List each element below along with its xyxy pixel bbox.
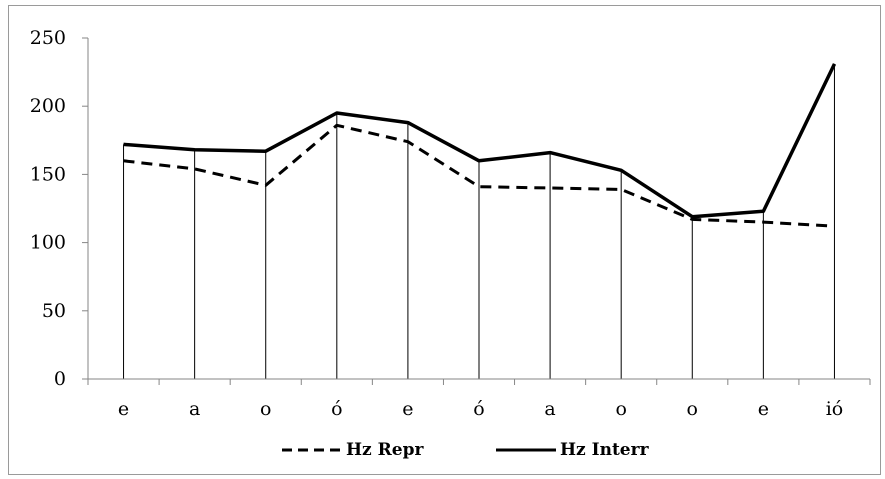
x-tick-label: ó — [473, 398, 484, 420]
legend-label: Hz Interr — [560, 440, 650, 460]
series-line-hz-repr — [123, 123, 835, 228]
y-tick-label: 100 — [30, 232, 66, 254]
y-tick-label: 0 — [54, 368, 66, 390]
y-tick-label: 250 — [30, 27, 66, 49]
legend: Hz Repr Hz Interr — [282, 440, 650, 460]
y-tick-label: 50 — [42, 300, 66, 322]
x-tick-label: a — [189, 398, 200, 420]
y-axis-ticks: 0 50 100 150 200 250 — [30, 27, 88, 390]
x-tick-label: o — [687, 398, 698, 420]
drop-lines — [123, 63, 835, 379]
y-tick-label: 150 — [30, 163, 66, 185]
chart-frame — [8, 5, 881, 475]
x-tick-label: o — [260, 398, 271, 420]
series-group — [123, 63, 837, 228]
x-tick-label: ió — [826, 398, 844, 420]
axes — [87, 38, 870, 380]
x-tick-label: e — [118, 398, 129, 420]
y-tick-label: 200 — [30, 95, 66, 117]
x-tick-label: o — [615, 398, 626, 420]
x-tick-label: a — [544, 398, 555, 420]
x-axis-ticks: e a o ó e ó a o o e ió — [87, 379, 871, 420]
x-tick-label: e — [402, 398, 413, 420]
series-line-hz-interr — [123, 63, 837, 219]
x-tick-label: ó — [331, 398, 342, 420]
x-tick-label: e — [758, 398, 769, 420]
legend-label: Hz Repr — [346, 440, 424, 460]
